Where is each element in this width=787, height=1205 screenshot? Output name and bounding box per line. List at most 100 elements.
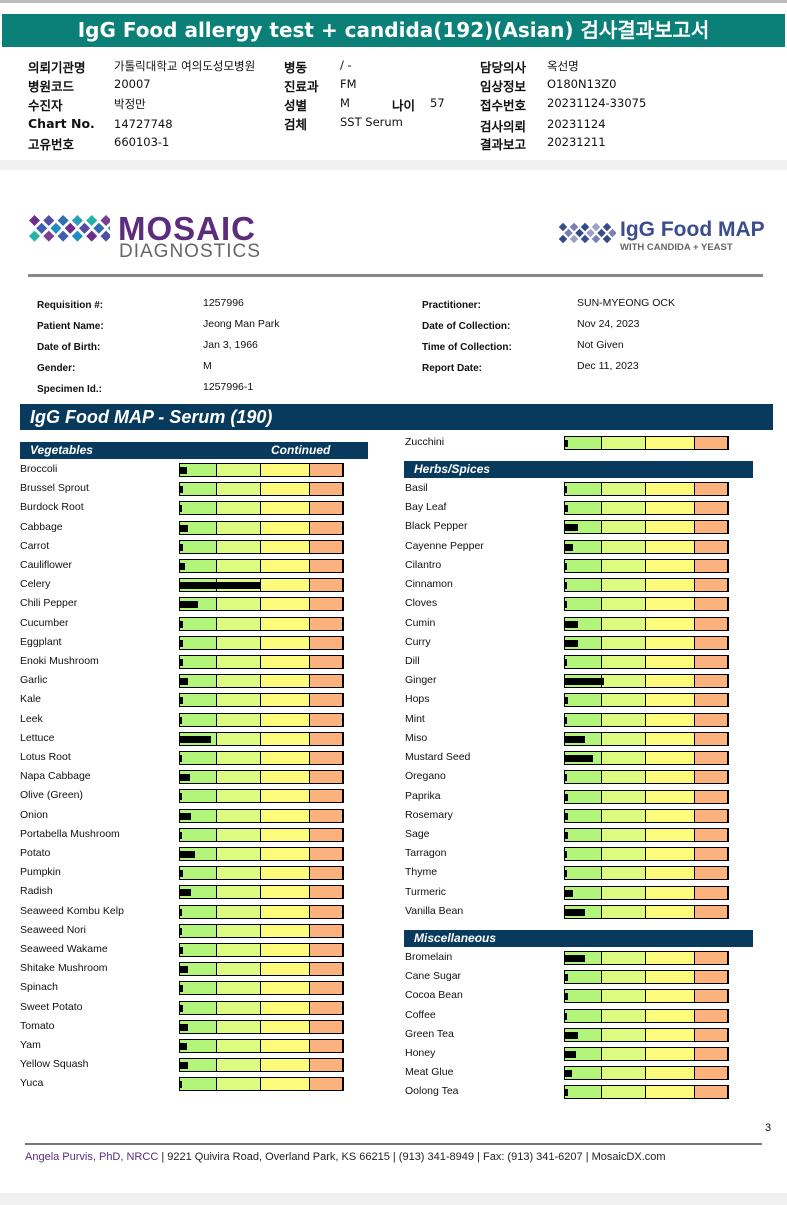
reactivity-marker [180,755,182,762]
req-value: Jeong Man Park [203,318,280,330]
bar-zone-1 [180,521,217,534]
food-row: Ginger [405,671,729,690]
diagnostics-logo-text: DIAGNOSTICS [119,241,261,262]
info-label: 임상정보 [480,79,527,94]
bar-zone-1 [180,867,217,880]
bar-zone-4 [695,483,728,495]
bar-zone-3 [645,952,696,964]
bar-zone-3 [645,732,696,745]
reactivity-bar [564,1008,729,1023]
req-label: Specimen Id.: [37,384,103,395]
bar-zone-2 [216,694,261,707]
info-value: FM [340,77,357,91]
reactivity-marker [180,774,190,782]
req-value: SUN-MYEONG OCK [577,297,676,309]
req-value: Jan 3, 1966 [203,339,258,351]
reactivity-bar [179,808,344,823]
food-name: Mint [405,712,425,725]
food-name: Oregano [405,770,446,783]
reactivity-marker [180,927,182,935]
reactivity-bar [564,866,729,881]
food-name: Napa Cabbage [20,770,91,783]
food-name: Rosemary [405,808,453,821]
reactivity-bar [564,789,729,804]
req-label: Date of Birth: [37,342,101,353]
food-name: Bay Leaf [405,501,447,514]
food-row: Hops [405,690,729,709]
bar-zone-4 [695,732,728,745]
food-name: Yuca [20,1077,44,1090]
bar-zone-4 [695,1028,728,1041]
food-row: Chili Pepper [20,594,344,613]
reactivity-marker [180,1023,189,1031]
food-row: Bay Leaf [405,498,729,517]
info-value: M [340,96,350,110]
reactivity-marker [180,486,184,494]
reactivity-bar [564,616,729,631]
food-name: Leek [20,712,43,725]
bar-zone-2 [216,1078,261,1091]
bar-zone-4 [695,694,728,707]
bar-zone-3 [645,675,696,688]
bar-zone-2 [216,560,261,572]
food-row: Kale [20,690,344,709]
reactivity-marker [565,440,569,447]
info-value: SST Serum [340,115,403,129]
food-row: Pumpkin [20,863,344,882]
section-header-vegetables: Vegetables Continued [20,442,368,459]
bar-zone-4 [695,905,728,918]
food-name: Cinnamon [405,578,453,591]
bar-zone-4 [310,867,343,880]
continued-label: Continued [271,443,331,457]
reactivity-marker [565,974,569,982]
mosaic-logo-text: MOSAIC [118,210,256,247]
reactivity-bar [564,635,729,650]
food-row: Cucumber [20,614,344,633]
bar-zone-4 [695,886,728,899]
bar-zone-2 [216,771,261,784]
reactivity-marker [180,1062,189,1070]
req-value: Nov 24, 2023 [577,318,640,330]
bar-zone-3 [260,502,311,515]
food-name: Spinach [20,981,58,994]
reactivity-bar [564,654,729,669]
bar-zone-4 [695,540,728,553]
reactivity-marker [565,486,567,493]
reactivity-bar [179,923,344,938]
bar-zone-3 [645,636,696,649]
bar-zone-4 [310,502,343,515]
reactivity-marker [565,678,605,686]
bar-zone-4 [310,982,343,995]
req-label: Report Date: [422,363,483,374]
reactivity-marker [565,620,579,628]
food-name: Garlic [20,674,48,687]
bar-zone-3 [260,944,311,956]
food-row: Broccoli [20,460,344,479]
info-value: 57 [430,96,445,110]
reactivity-bar [179,463,344,477]
page-bottom-band [0,1193,787,1205]
food-row: Cauliflower [20,556,344,575]
bar-zone-3 [260,617,311,630]
bar-zone-1 [565,1067,602,1080]
section-header-misc: Miscellaneous [404,930,753,947]
bar-zone-3 [260,598,311,611]
bar-zone-2 [601,540,646,553]
food-row: Cane Sugar [405,967,729,986]
food-name: Onion [20,808,49,821]
bar-zone-2 [601,502,646,515]
info-label: 접수번호 [480,98,527,113]
food-name: Cloves [405,597,438,610]
bar-zone-2 [216,982,261,995]
info-value: 20231211 [547,135,606,149]
bar-zone-2 [216,886,261,899]
reactivity-bar [179,597,344,612]
reactivity-marker [565,1031,579,1039]
reactivity-marker [565,774,567,782]
reactivity-bar [564,558,729,573]
bar-zone-3 [260,1040,311,1052]
bar-zone-1 [180,790,217,803]
reactivity-bar [179,1058,344,1073]
bar-zone-1 [565,437,602,449]
bar-zone-1 [180,617,217,630]
